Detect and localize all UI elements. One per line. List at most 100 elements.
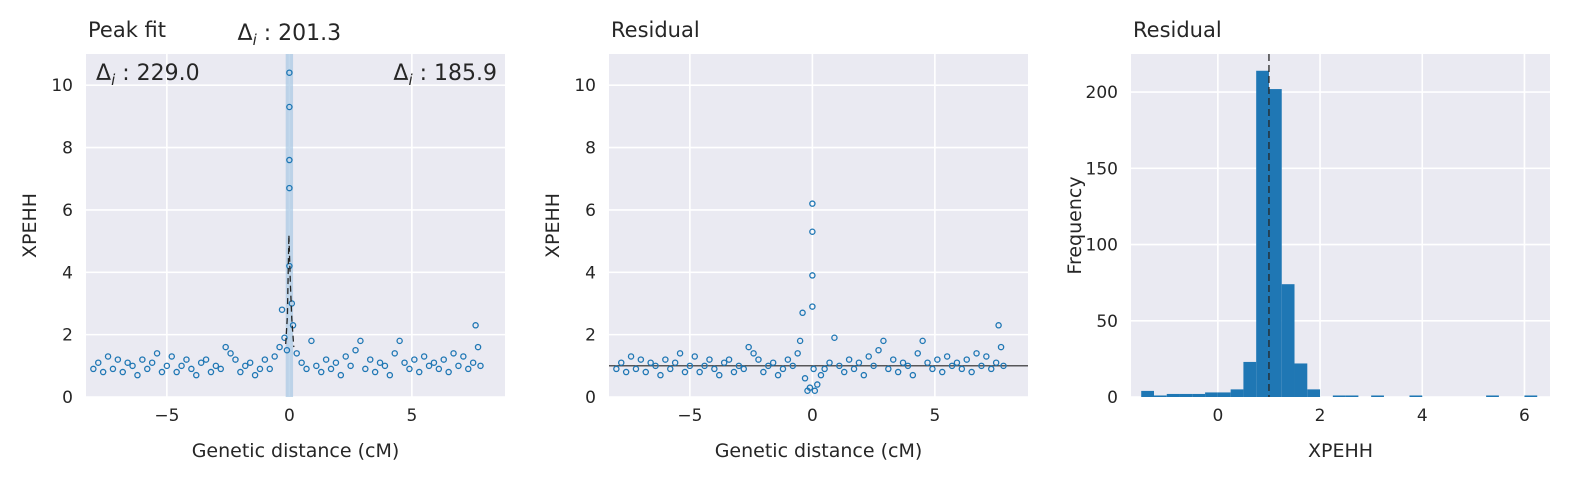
y-tick-label: 6 [62, 201, 73, 221]
histogram-bar [1409, 395, 1423, 397]
residual-histogram-x-axis-label: XPEHH [1308, 440, 1373, 462]
data-point [193, 371, 200, 379]
data-point [124, 359, 131, 366]
data-point [894, 368, 902, 376]
data-point [445, 368, 452, 376]
x-tick-label: 5 [406, 406, 417, 426]
data-point [90, 365, 97, 373]
data-point [924, 359, 931, 366]
data-point [188, 365, 195, 373]
data-point [821, 365, 828, 373]
data-point [261, 356, 269, 363]
data-point [809, 303, 816, 310]
data-point [809, 272, 816, 279]
y-tick-label: 6 [585, 201, 596, 221]
data-point [934, 356, 941, 363]
data-point [327, 365, 335, 373]
y-tick-label: 8 [62, 139, 73, 159]
data-point [435, 365, 443, 373]
data-point [197, 359, 205, 366]
data-point [109, 365, 117, 373]
data-point [178, 362, 185, 370]
data-point [904, 362, 912, 370]
peak-fit-x-axis-label: Genetic distance (cM) [192, 440, 400, 462]
data-point [266, 365, 274, 373]
x-tick-label: 5 [929, 406, 940, 426]
peak-fit-axes-background [86, 54, 505, 397]
data-point [411, 356, 418, 363]
data-point [303, 365, 310, 373]
peak-window-band [285, 54, 294, 397]
data-point [134, 371, 141, 379]
data-point [860, 371, 868, 379]
data-point [938, 368, 946, 376]
histogram-bar [1524, 395, 1538, 397]
data-point [430, 359, 438, 366]
y-tick-label: 50 [1096, 312, 1118, 332]
data-point [963, 356, 970, 363]
data-point [173, 368, 180, 376]
data-point [706, 356, 713, 363]
data-point [725, 356, 733, 363]
residual-scatter-marks [609, 200, 1028, 395]
data-point [716, 371, 723, 379]
data-point [880, 337, 887, 345]
data-point [114, 356, 122, 363]
histogram-bar [1179, 393, 1193, 397]
data-point [919, 337, 926, 345]
data-point [95, 359, 102, 366]
data-point [119, 368, 127, 376]
data-point [845, 356, 853, 363]
data-point [696, 368, 703, 376]
data-point [686, 362, 694, 370]
data-point [298, 359, 305, 366]
data-point [973, 350, 980, 357]
x-tick-label: 4 [1417, 406, 1428, 426]
histogram-bar [1243, 361, 1257, 397]
data-point [212, 362, 220, 370]
data-point [342, 353, 349, 360]
data-point [691, 353, 699, 360]
x-tick-label: −5 [154, 406, 179, 426]
data-point [396, 337, 403, 345]
data-point [711, 365, 718, 373]
residual-histogram-ticks: 0 2 4 6 0 50 100 150 200 [1086, 83, 1530, 426]
histogram-bar [1205, 392, 1218, 397]
residual-scatter-y-axis-label: XPEHH [542, 193, 564, 258]
data-point [929, 365, 936, 373]
data-point [472, 322, 479, 329]
y-tick-label: 4 [62, 263, 73, 283]
data-point [997, 343, 1005, 351]
data-point [474, 343, 482, 351]
data-point [222, 343, 229, 351]
data-point [337, 371, 345, 379]
data-point [855, 359, 863, 366]
y-tick-label: 100 [1086, 236, 1118, 256]
peak-fit-marks [90, 54, 484, 397]
data-point [769, 359, 777, 366]
data-point [376, 359, 384, 366]
data-point [352, 346, 359, 354]
data-point [799, 309, 806, 317]
data-point [144, 365, 151, 373]
histogram-bar [1371, 395, 1384, 397]
data-point [865, 353, 872, 360]
data-point [381, 362, 389, 370]
data-point [875, 346, 882, 354]
data-point [322, 356, 330, 363]
data-point [347, 362, 354, 370]
histogram-bar [1141, 390, 1154, 397]
data-point [774, 371, 782, 379]
data-point [840, 368, 848, 376]
data-point [401, 359, 408, 366]
residual-histogram-panel: 0 2 4 6 0 50 100 150 200 Residual XPEHH Frequenc… [1064, 18, 1550, 462]
histogram-bar [1153, 395, 1167, 397]
data-point [283, 346, 291, 354]
data-point [627, 353, 635, 360]
data-point [1000, 362, 1007, 370]
data-point [681, 368, 689, 376]
histogram-bar [1268, 89, 1282, 397]
data-point [139, 356, 146, 363]
data-point [202, 356, 210, 363]
